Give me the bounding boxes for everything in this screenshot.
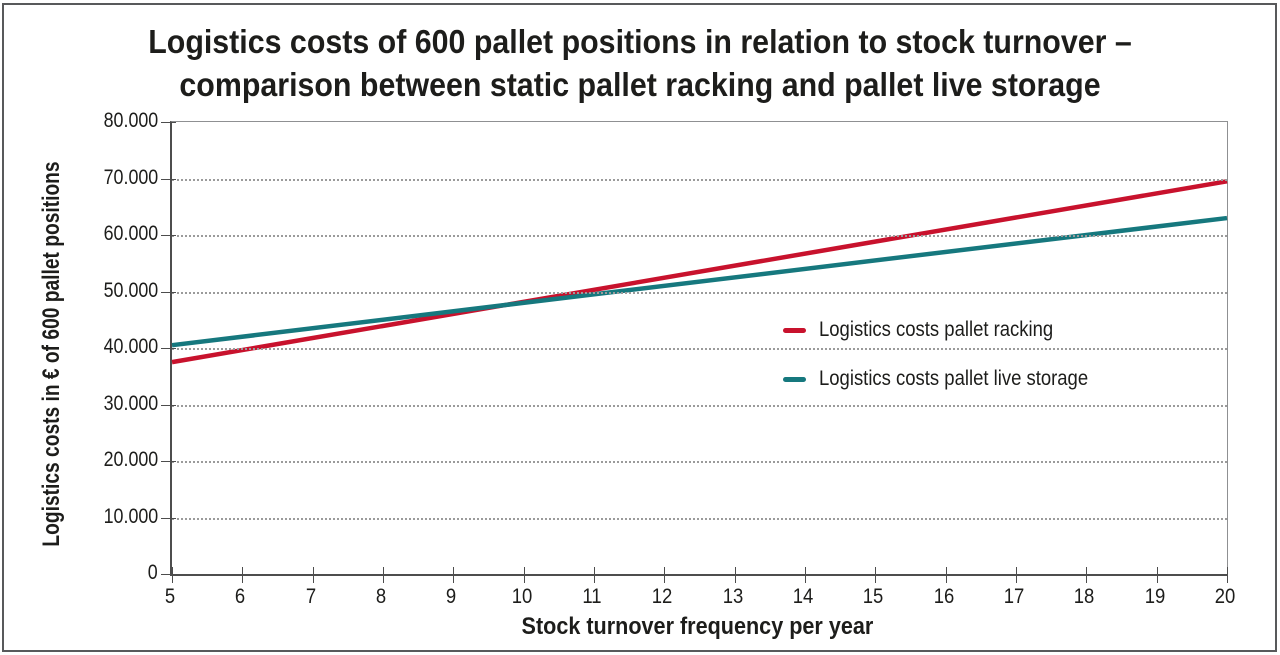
x-axis-tick: [1086, 567, 1088, 583]
x-axis-tick: [1227, 567, 1228, 583]
x-axis-title: Stock turnover frequency per year: [521, 613, 874, 640]
x-tick-label: 15: [863, 585, 884, 608]
gridline-40000: [172, 348, 1227, 350]
gridline-20000: [172, 461, 1227, 463]
x-tick-label: 8: [375, 585, 387, 608]
x-axis-tick: [172, 567, 173, 583]
y-tick-label: 40.000: [103, 335, 158, 358]
pallet-racking-line-marker: [783, 327, 806, 333]
series-lines: [171, 179, 1228, 365]
y-tick-label: 80.000: [103, 109, 158, 132]
x-tick-label: 9: [446, 585, 457, 608]
gridline-50000: [172, 291, 1227, 294]
y-axis-tick: [161, 122, 176, 123]
x-axis-tick: [312, 567, 314, 583]
y-tick-label: 70.000: [103, 165, 158, 189]
x-tick-label: 7: [305, 585, 316, 608]
y-tick-label: 10.000: [103, 504, 158, 528]
y-axis-tick: [161, 461, 176, 462]
x-axis-tick: [1156, 567, 1158, 583]
chart-title-line-2: comparison between static pallet racking…: [179, 66, 1101, 103]
x-tick-label: 12: [652, 585, 673, 608]
y-tick-label: 30.000: [103, 391, 158, 415]
gridline-10000: [172, 517, 1227, 520]
x-tick-label: 20: [1214, 585, 1236, 608]
x-tick-label: 18: [1074, 585, 1095, 608]
y-axis-tick: [161, 178, 176, 180]
legend: Logistics costs pallet racking Logistics…: [783, 316, 1125, 414]
gridline-70000: [172, 178, 1227, 181]
x-tick-label: 11: [582, 585, 602, 608]
x-tick-label: 14: [792, 585, 814, 608]
gridline-30000: [172, 404, 1227, 407]
x-tick-label: 17: [1003, 585, 1025, 608]
series-line-logistics-costs-pallet-racking: [171, 179, 1228, 365]
y-axis-tick: [161, 291, 176, 293]
x-tick-label: 10: [511, 585, 532, 608]
y-tick-label: 20.000: [103, 448, 158, 471]
x-axis-tick: [453, 567, 455, 583]
x-tick-label: 5: [164, 585, 176, 608]
x-axis-tick-labels: 5 6 7 8 9 10 11 12 13 14 15 16 17 18 19 20: [165, 579, 1235, 608]
figure-frame: [2, 3, 1277, 652]
legend-item-pallet-live-storage: Logistics costs pallet live storage: [783, 365, 1125, 393]
legend-item-pallet-racking: Logistics costs pallet racking: [783, 316, 1125, 344]
x-axis-tick: [734, 567, 736, 583]
y-axis-tick: [161, 235, 176, 236]
legend-label-pallet-live-storage: Logistics costs pallet live storage: [819, 367, 1089, 390]
y-axis-tick: [161, 348, 176, 349]
y-axis-tick: [161, 404, 176, 406]
x-tick-label: 13: [722, 585, 743, 608]
x-axis-tick: [523, 567, 525, 583]
x-axis-tick: [875, 567, 877, 583]
gridline-60000: [172, 235, 1227, 237]
y-tick-label: 50.000: [103, 278, 158, 302]
y-axis-tick: [161, 574, 176, 575]
x-axis-tick: [664, 567, 666, 583]
series-line-logistics-costs-pallet-live-storage: [171, 215, 1228, 348]
x-axis-tick: [945, 567, 947, 583]
legend-label-pallet-racking: Logistics costs pallet racking: [819, 318, 1054, 341]
y-axis-tick-labels: 0 10.000 20.000 30.000 40.000 50.000 60.000 70.…: [0, 109, 160, 584]
x-axis-tick: [383, 567, 384, 583]
x-axis-tick: [242, 567, 244, 583]
y-tick-label: 0: [148, 561, 158, 584]
y-tick-label: 60.000: [103, 222, 158, 245]
x-axis-tick: [594, 567, 595, 583]
y-axis-tick: [161, 517, 176, 519]
x-axis-tick: [805, 567, 806, 583]
x-axis-tick: [1016, 567, 1017, 583]
x-tick-label: 19: [1144, 585, 1165, 608]
x-tick-label: 16: [933, 585, 954, 608]
pallet-live-storage-line-marker: [783, 376, 806, 382]
chart-title-line-1: Logistics costs of 600 pallet positions …: [148, 23, 1132, 60]
chart-title: Logistics costs of 600 pallet positions …: [0, 20, 1280, 106]
plot-area: [161, 121, 1228, 583]
x-tick-label: 6: [235, 585, 246, 608]
